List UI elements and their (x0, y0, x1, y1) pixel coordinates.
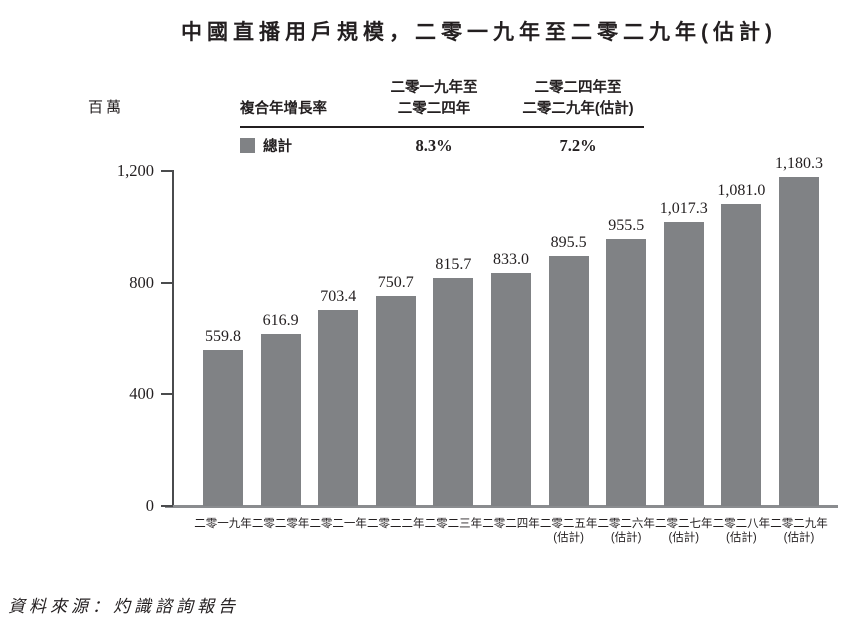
y-tick-label: 0 (145, 496, 154, 515)
x-axis-label-line2: (估計) (726, 531, 757, 544)
x-axis-label: 二零二二年 (361, 518, 431, 532)
x-axis-label-line1: 二零一九年 (194, 518, 252, 530)
bar-value-label: 616.9 (262, 311, 299, 329)
x-axis-label-line2: (估計) (610, 531, 642, 544)
y-axis-line (172, 170, 174, 507)
cagr-period2-header: 二零二四年至 二零二九年(估計) (512, 78, 644, 120)
chart-title: 中國直播用戶規模，二零一九年至二零二九年(估計) (181, 21, 777, 44)
y-axis-unit-label: 百萬 (88, 99, 125, 116)
y-tick-label: 800 (129, 272, 154, 292)
x-axis-label-line1: 二零二八年 (712, 518, 771, 530)
bar (375, 296, 416, 506)
x-axis-label: 二零二八年 (估計) (706, 518, 776, 545)
bar-value-label: 895.5 (550, 234, 587, 252)
x-axis-label: 二零二五年 (估計) (534, 518, 604, 545)
bar (721, 204, 762, 506)
x-axis-label-line1: 二零二零年 (251, 518, 310, 530)
bar-value-label: 1,017.3 (659, 200, 708, 218)
bar (491, 273, 531, 506)
bar-value-label: 833.0 (493, 251, 529, 269)
bar-value-label: 1,180.3 (775, 154, 823, 172)
x-axis-label-line1: 二零二四年 (482, 518, 540, 530)
bar (203, 349, 243, 506)
y-tick-label: 1,200 (116, 161, 154, 180)
source-note: 資料來源：灼識諮詢報告 (8, 597, 239, 616)
legend-swatch (240, 138, 255, 153)
y-tick-mark (161, 170, 173, 172)
cagr-period1-header: 二零一九年至 二零二四年 (356, 78, 512, 120)
x-axis-label: 二零一九年 (188, 518, 258, 532)
x-axis-label: 二零二四年 (476, 518, 546, 532)
x-axis-label-line1: 二零二一年 (309, 518, 367, 530)
y-tick-mark (161, 393, 173, 396)
bar (260, 333, 301, 506)
x-axis-label-line1: 二零二七年 (655, 518, 713, 530)
legend-series-label: 總計 (263, 139, 292, 155)
bar (433, 278, 474, 506)
bar (663, 222, 704, 506)
x-axis-label-line1: 二零二六年 (597, 518, 655, 530)
x-axis-label: 二零二七年 (估計) (649, 518, 719, 545)
y-tick-label: 400 (129, 384, 154, 404)
bar (606, 239, 647, 506)
x-axis-label: 二零二六年 (估計) (591, 518, 661, 545)
x-axis-label-line1: 二零二三年 (424, 518, 483, 530)
cagr-period2-header-line1: 二零二四年至 (534, 79, 622, 96)
bar (548, 256, 589, 506)
bar-value-label: 815.7 (435, 256, 472, 274)
x-axis-label-line2: (估計) (668, 531, 700, 544)
bar-value-label: 559.8 (205, 327, 241, 345)
cagr-value-2024-2029e: 7.2% (559, 135, 597, 155)
bar-value-label: 955.5 (608, 217, 645, 235)
x-axis-label-line1: 二零二二年 (367, 518, 425, 530)
bar-value-label: 1,081.0 (717, 182, 766, 200)
cagr-value-2019-2024: 8.3% (415, 135, 453, 155)
cagr-table-divider (240, 126, 644, 128)
x-axis-baseline (165, 505, 838, 508)
cagr-row-header: 複合年增長率 (240, 100, 327, 117)
cagr-period2-header-line2: 二零二九年(估計) (522, 100, 634, 117)
cagr-table-header-row: 複合年增長率 二零一九年至 二零二四年 二零二四年至 二零二九年(估計) (240, 68, 644, 120)
cagr-table-data-row: 總計 8.3% 7.2% (240, 135, 644, 156)
x-axis-label: 二零二九年 (估計) (764, 518, 834, 545)
cagr-table: 複合年增長率 二零一九年至 二零二四年 二零二四年至 二零二九年(估計) 總計 … (240, 68, 644, 156)
bar (318, 309, 359, 506)
x-axis-label: 二零二零年 (246, 518, 316, 532)
cagr-period1-header-line1: 二零一九年至 (390, 79, 478, 96)
x-axis-label-line1: 二零二五年 (539, 518, 598, 530)
y-tick-mark (161, 505, 173, 507)
bar (779, 176, 819, 506)
x-axis-label: 二零二三年 (418, 518, 488, 532)
x-axis-label-line2: (估計) (783, 531, 815, 544)
x-axis-label-line2: (估計) (553, 531, 584, 544)
y-tick-mark (161, 281, 173, 284)
legend-entry-total: 總計 (240, 135, 356, 156)
cagr-period1-header-line2: 二零二四年 (397, 100, 471, 117)
x-axis-label-line1: 二零二九年 (770, 518, 828, 530)
bar-value-label: 703.4 (320, 287, 357, 305)
bar-value-label: 750.7 (377, 274, 414, 292)
x-axis-label: 二零二一年 (303, 518, 373, 532)
